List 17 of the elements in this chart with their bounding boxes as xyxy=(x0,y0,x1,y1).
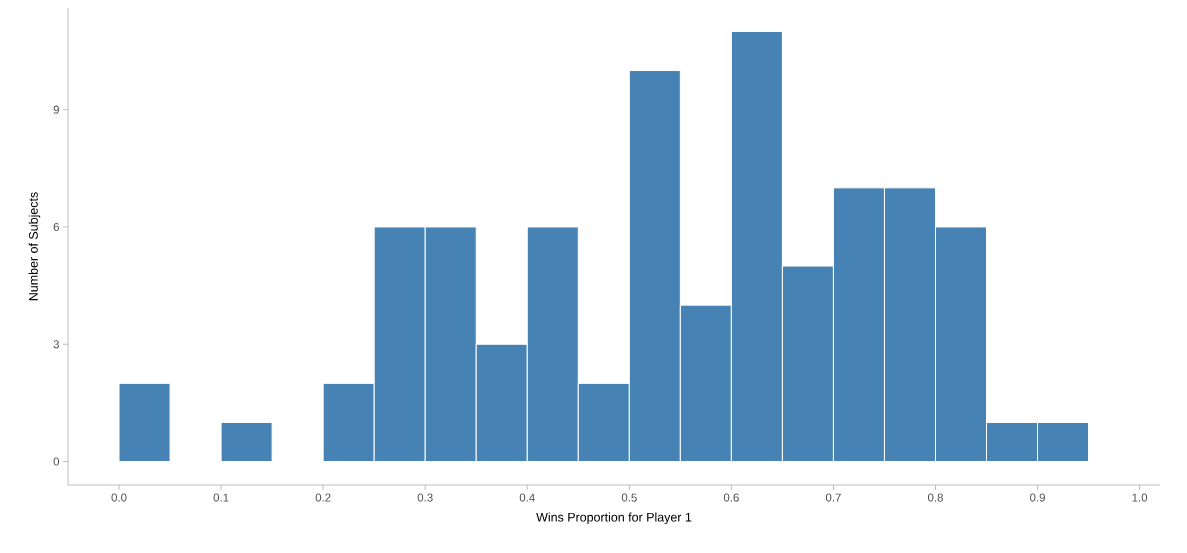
y-tick-label: 0 xyxy=(53,457,60,466)
y-tick-label: 6 xyxy=(53,222,59,231)
x-tick-label: 0.7 xyxy=(825,493,841,502)
x-tick-label: 0.3 xyxy=(417,493,433,502)
x-tick-label: 0.8 xyxy=(927,493,943,502)
x-axis-title: Wins Proportion for Player 1 xyxy=(536,512,692,525)
y-axis-title: Number of Subjects xyxy=(28,192,41,301)
y-tick-label: 3 xyxy=(53,340,59,349)
x-tick-label: 0.5 xyxy=(621,493,637,502)
x-tick-label: 0.1 xyxy=(213,493,229,502)
x-tick-label: 0.0 xyxy=(111,493,127,502)
x-tick-label: 0.2 xyxy=(315,493,331,502)
x-tick-label: 0.6 xyxy=(723,493,739,502)
x-tick-label: 0.9 xyxy=(1030,493,1045,502)
x-tick-label: 1.0 xyxy=(1132,493,1148,502)
y-tick-label: 9 xyxy=(53,105,59,114)
x-tick-label: 0.4 xyxy=(519,493,535,502)
